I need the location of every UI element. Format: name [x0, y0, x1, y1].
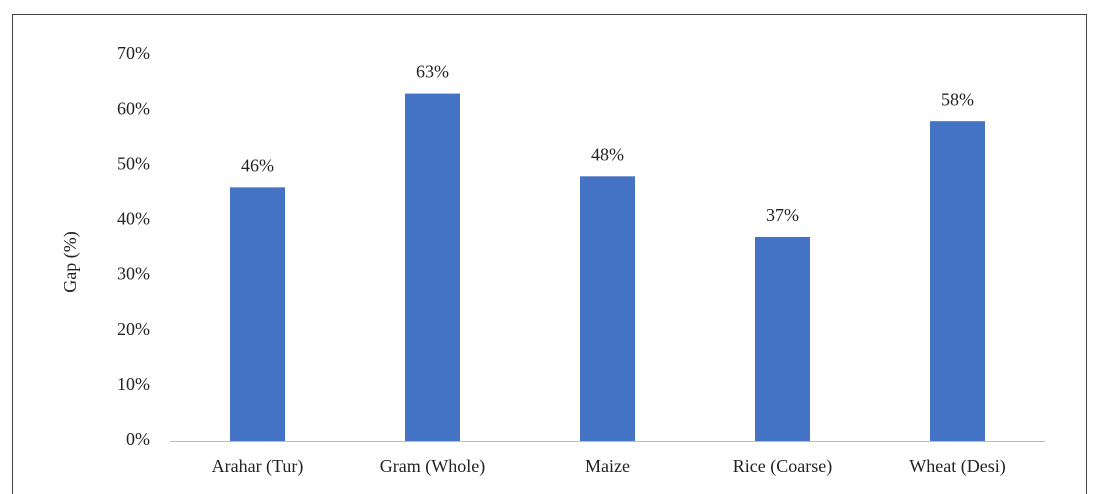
y-tick-label: 0%: [126, 429, 150, 449]
y-tick-label: 10%: [117, 374, 150, 394]
x-tick-label: Wheat (Desi): [909, 456, 1005, 477]
y-tick-label: 40%: [117, 209, 150, 229]
data-label: 58%: [941, 89, 974, 109]
bar: [580, 176, 635, 442]
y-axis-label: Gap (%): [60, 231, 81, 292]
x-tick-label: Rice (Coarse): [733, 456, 832, 477]
bar: [930, 121, 985, 442]
x-tick-label: Maize: [585, 456, 630, 476]
bar: [230, 187, 285, 441]
data-label: 63%: [416, 62, 449, 82]
y-tick-label: 30%: [117, 264, 150, 284]
y-tick-label: 70%: [117, 43, 150, 63]
x-tick-label: Arahar (Tur): [212, 456, 304, 477]
data-label: 48%: [591, 144, 624, 164]
y-tick-label: 60%: [117, 98, 150, 118]
y-tick-label: 50%: [117, 153, 150, 173]
data-label: 46%: [241, 155, 274, 175]
x-tick-label: Gram (Whole): [380, 456, 485, 477]
frame: [12, 14, 1087, 494]
data-label: 37%: [766, 205, 799, 225]
y-tick-label: 20%: [117, 319, 150, 339]
bar: [405, 93, 460, 441]
bar: [755, 236, 810, 441]
